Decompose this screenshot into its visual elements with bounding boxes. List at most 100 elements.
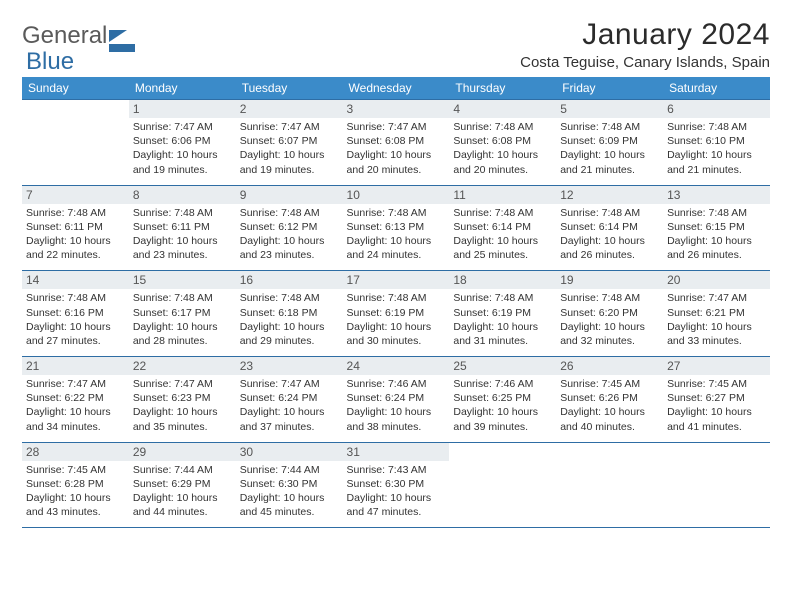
daylight-line-1: Daylight: 10 hours xyxy=(667,234,766,248)
calendar-week-row: 21 Sunrise: 7:47 AMSunset: 6:22 PMDayligh… xyxy=(22,357,770,443)
daylight-line-2: and 34 minutes. xyxy=(26,420,125,434)
sunrise-line: Sunrise: 7:45 AM xyxy=(560,377,659,391)
calendar-day-cell xyxy=(449,442,556,528)
daylight-line-2: and 35 minutes. xyxy=(133,420,232,434)
sunrise-line: Sunrise: 7:46 AM xyxy=(453,377,552,391)
daylight-line-2: and 24 minutes. xyxy=(347,248,446,262)
day-details: Sunrise: 7:47 AMSunset: 6:22 PMDaylight:… xyxy=(26,377,125,434)
sunset-line: Sunset: 6:26 PM xyxy=(560,391,659,405)
day-details: Sunrise: 7:48 AMSunset: 6:12 PMDaylight:… xyxy=(240,206,339,263)
daylight-line-2: and 29 minutes. xyxy=(240,334,339,348)
sunrise-line: Sunrise: 7:48 AM xyxy=(26,206,125,220)
sunrise-line: Sunrise: 7:48 AM xyxy=(133,206,232,220)
calendar-week-row: 7Sunrise: 7:48 AMSunset: 6:11 PMDaylight… xyxy=(22,185,770,271)
day-details: Sunrise: 7:48 AMSunset: 6:14 PMDaylight:… xyxy=(560,206,659,263)
daylight-line-2: and 23 minutes. xyxy=(133,248,232,262)
daylight-line-2: and 41 minutes. xyxy=(667,420,766,434)
sunrise-line: Sunrise: 7:47 AM xyxy=(240,120,339,134)
day-details: Sunrise: 7:48 AMSunset: 6:08 PMDaylight:… xyxy=(453,120,552,177)
sunset-line: Sunset: 6:09 PM xyxy=(560,134,659,148)
daylight-line-2: and 20 minutes. xyxy=(347,163,446,177)
calendar-day-cell: 17Sunrise: 7:48 AMSunset: 6:19 PMDayligh… xyxy=(343,271,450,357)
sunrise-line: Sunrise: 7:47 AM xyxy=(133,120,232,134)
day-number: 25 xyxy=(449,357,556,375)
day-details: Sunrise: 7:48 AMSunset: 6:15 PMDaylight:… xyxy=(667,206,766,263)
calendar-day-cell: 19Sunrise: 7:48 AMSunset: 6:20 PMDayligh… xyxy=(556,271,663,357)
daylight-line-1: Daylight: 10 hours xyxy=(26,405,125,419)
daylight-line-2: and 40 minutes. xyxy=(560,420,659,434)
sunset-line: Sunset: 6:19 PM xyxy=(347,306,446,320)
daylight-line-1: Daylight: 10 hours xyxy=(240,148,339,162)
calendar-day-cell: 24Sunrise: 7:46 AMSunset: 6:24 PMDayligh… xyxy=(343,357,450,443)
daylight-line-2: and 38 minutes. xyxy=(347,420,446,434)
day-number: 16 xyxy=(236,271,343,289)
weekday-heading: Friday xyxy=(556,77,663,100)
daylight-line-1: Daylight: 10 hours xyxy=(667,320,766,334)
day-number: 21 xyxy=(22,357,129,375)
day-number: 4 xyxy=(449,100,556,118)
daylight-line-1: Daylight: 10 hours xyxy=(347,234,446,248)
daylight-line-1: Daylight: 10 hours xyxy=(133,148,232,162)
weekday-heading: Thursday xyxy=(449,77,556,100)
sunset-line: Sunset: 6:17 PM xyxy=(133,306,232,320)
day-number: 29 xyxy=(129,443,236,461)
day-number: 15 xyxy=(129,271,236,289)
sunrise-line: Sunrise: 7:47 AM xyxy=(347,120,446,134)
daylight-line-1: Daylight: 10 hours xyxy=(133,234,232,248)
day-details: Sunrise: 7:46 AMSunset: 6:25 PMDaylight:… xyxy=(453,377,552,434)
weekday-heading: Monday xyxy=(129,77,236,100)
sunset-line: Sunset: 6:11 PM xyxy=(26,220,125,234)
day-details: Sunrise: 7:46 AMSunset: 6:24 PMDaylight:… xyxy=(347,377,446,434)
calendar-week-row: 28Sunrise: 7:45 AMSunset: 6:28 PMDayligh… xyxy=(22,442,770,528)
daylight-line-1: Daylight: 10 hours xyxy=(560,320,659,334)
daylight-line-2: and 26 minutes. xyxy=(667,248,766,262)
sunrise-line: Sunrise: 7:48 AM xyxy=(453,120,552,134)
day-details: Sunrise: 7:47 AMSunset: 6:06 PMDaylight:… xyxy=(133,120,232,177)
day-details: Sunrise: 7:44 AMSunset: 6:30 PMDaylight:… xyxy=(240,463,339,520)
calendar-day-cell: 7Sunrise: 7:48 AMSunset: 6:11 PMDaylight… xyxy=(22,185,129,271)
sunset-line: Sunset: 6:08 PM xyxy=(453,134,552,148)
day-number: 2 xyxy=(236,100,343,118)
calendar-day-cell: 9Sunrise: 7:48 AMSunset: 6:12 PMDaylight… xyxy=(236,185,343,271)
sunset-line: Sunset: 6:28 PM xyxy=(26,477,125,491)
day-number: 14 xyxy=(22,271,129,289)
daylight-line-2: and 20 minutes. xyxy=(453,163,552,177)
calendar-day-cell: 23Sunrise: 7:47 AMSunset: 6:24 PMDayligh… xyxy=(236,357,343,443)
daylight-line-2: and 19 minutes. xyxy=(133,163,232,177)
sunset-line: Sunset: 6:22 PM xyxy=(26,391,125,405)
day-number: 10 xyxy=(343,186,450,204)
sunrise-line: Sunrise: 7:43 AM xyxy=(347,463,446,477)
day-details: Sunrise: 7:48 AMSunset: 6:18 PMDaylight:… xyxy=(240,291,339,348)
day-number: 12 xyxy=(556,186,663,204)
day-details: Sunrise: 7:47 AMSunset: 6:07 PMDaylight:… xyxy=(240,120,339,177)
calendar-day-cell: 14Sunrise: 7:48 AMSunset: 6:16 PMDayligh… xyxy=(22,271,129,357)
calendar-day-cell: 31 Sunrise: 7:43 AMSunset: 6:30 PMDayligh… xyxy=(343,442,450,528)
weekday-heading: Tuesday xyxy=(236,77,343,100)
calendar-day-cell: 22Sunrise: 7:47 AMSunset: 6:23 PMDayligh… xyxy=(129,357,236,443)
day-number: 30 xyxy=(236,443,343,461)
sunset-line: Sunset: 6:14 PM xyxy=(453,220,552,234)
sunrise-line: Sunrise: 7:48 AM xyxy=(240,206,339,220)
day-number: 1 xyxy=(129,100,236,118)
calendar-day-cell: 6Sunrise: 7:48 AMSunset: 6:10 PMDaylight… xyxy=(663,100,770,186)
day-details: Sunrise: 7:48 AMSunset: 6:11 PMDaylight:… xyxy=(26,206,125,263)
calendar-day-cell: 4 Sunrise: 7:48 AMSunset: 6:08 PMDaylight… xyxy=(449,100,556,186)
sunset-line: Sunset: 6:06 PM xyxy=(133,134,232,148)
day-details: Sunrise: 7:47 AMSunset: 6:24 PMDaylight:… xyxy=(240,377,339,434)
day-details: Sunrise: 7:43 AMSunset: 6:30 PMDaylight:… xyxy=(347,463,446,520)
sunset-line: Sunset: 6:07 PM xyxy=(240,134,339,148)
sunset-line: Sunset: 6:19 PM xyxy=(453,306,552,320)
day-number: 13 xyxy=(663,186,770,204)
day-details: Sunrise: 7:48 AMSunset: 6:17 PMDaylight:… xyxy=(133,291,232,348)
calendar-day-cell: 21 Sunrise: 7:47 AMSunset: 6:22 PMDayligh… xyxy=(22,357,129,443)
daylight-line-1: Daylight: 10 hours xyxy=(133,320,232,334)
day-number: 11 xyxy=(449,186,556,204)
brand-name-part1: General xyxy=(22,24,107,48)
day-number: 3 xyxy=(343,100,450,118)
daylight-line-1: Daylight: 10 hours xyxy=(347,491,446,505)
weekday-heading: Saturday xyxy=(663,77,770,100)
day-number: 31 xyxy=(343,443,450,461)
sunrise-line: Sunrise: 7:47 AM xyxy=(26,377,125,391)
daylight-line-2: and 25 minutes. xyxy=(453,248,552,262)
calendar-day-cell: 20Sunrise: 7:47 AMSunset: 6:21 PMDayligh… xyxy=(663,271,770,357)
